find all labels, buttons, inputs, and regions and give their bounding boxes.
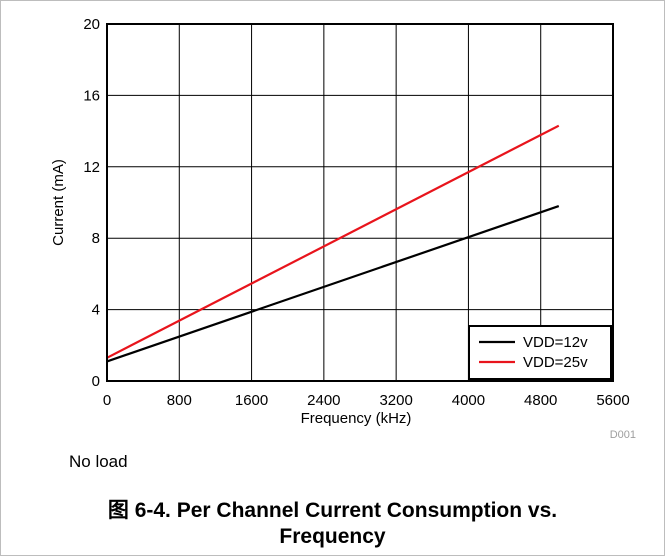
legend-box [468,325,612,380]
legend: VDD=12v VDD=25v [468,325,612,380]
x-tick-label-6: 4800 [524,392,557,409]
caption-line-2: Frequency [279,525,386,548]
y-tick-label-4: 16 [83,87,100,104]
x-tick-label-0: 0 [103,392,111,409]
caption-line-1: 图 6-4. Per Channel Current Consumption v… [107,499,558,522]
legend-label-0: VDD=12v [523,334,588,351]
y-tick-label-0: 0 [92,373,100,390]
x-tick-label-4: 3200 [379,392,412,409]
y-tick-label-1: 4 [92,302,100,319]
figure-caption: 图 6-4. Per Channel Current Consumption v… [40,498,625,550]
series-line-1 [106,124,560,359]
note-text: No load [69,452,128,471]
y-axis-label: Current (mA) [50,159,67,246]
x-tick-label-1: 800 [167,392,192,409]
y-tick-label-2: 8 [92,230,100,247]
plot-border [106,23,614,382]
y-tick-label-3: 12 [83,159,100,176]
series-layer [106,124,560,363]
series-line-0 [106,205,560,363]
x-tick-label-3: 2400 [307,392,340,409]
x-tick-label-2: 1600 [235,392,268,409]
y-tick-label-5: 20 [83,16,100,33]
y-tick-labels: 0 4 8 12 16 20 [83,16,100,390]
legend-label-1: VDD=25v [523,354,588,371]
x-tick-labels: 0 800 1600 2400 3200 4000 4800 5600 [103,392,630,409]
x-axis-label: Frequency (kHz) [301,410,412,427]
x-tick-label-7: 5600 [596,392,629,409]
x-tick-label-5: 4000 [452,392,485,409]
figure-id: D001 [610,429,636,441]
